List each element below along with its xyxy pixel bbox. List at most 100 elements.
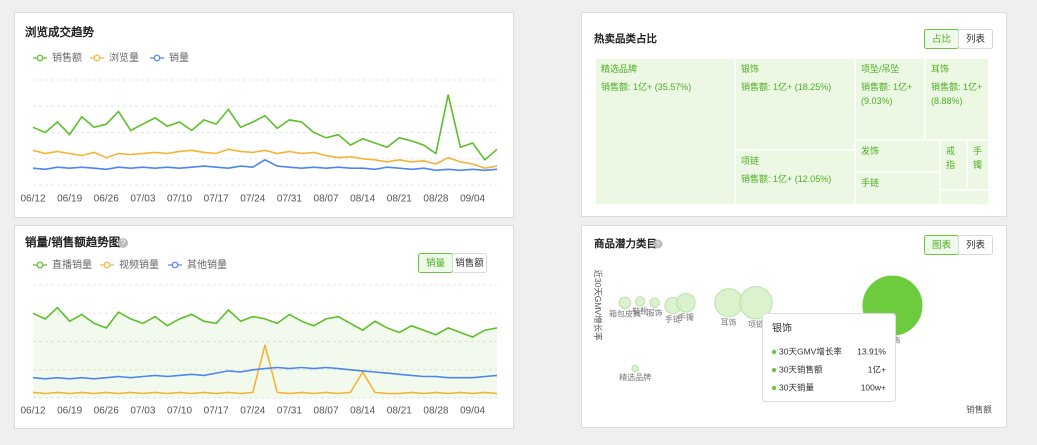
legend-label: 直播销量 — [52, 258, 92, 271]
x-tick-label: 08/14 — [350, 194, 375, 205]
treemap-cell — [939, 139, 968, 191]
x-tick-label: 07/24 — [240, 194, 265, 205]
tooltip-value: 100w+ — [861, 382, 886, 392]
tooltip-dot — [771, 367, 777, 373]
cell-label-box: 项链销售额: 1亿+ (12.05%) — [735, 150, 855, 190]
cell-name: 发饰 — [861, 146, 880, 156]
cell-name: 项链 — [741, 156, 760, 166]
help-icon-glyph: ? — [121, 239, 126, 248]
toggle-button[interactable] — [958, 29, 993, 49]
cell-text: 手链 — [855, 172, 940, 190]
toggle-button[interactable] — [452, 253, 487, 273]
bubble-label: 精选品牌 — [619, 372, 651, 382]
cell-label-box: 发饰 — [855, 140, 940, 158]
bubble — [675, 292, 696, 313]
tooltip-dot — [771, 349, 777, 355]
cell-label-box: 银饰 销售额: 1亿+ (18.25%) — [735, 58, 855, 98]
legend-label: 销售额 — [52, 51, 82, 64]
tooltip-label: 30天销量 — [779, 382, 814, 392]
card — [14, 12, 514, 218]
treemap-cell — [854, 139, 941, 173]
legend-label: 浏览量 — [109, 51, 139, 64]
bubble-label: 手镯 — [678, 312, 694, 322]
cell-value: 销售额: 1亿+ (12.05%) — [741, 174, 832, 184]
x-tick-label: 08/07 — [314, 406, 339, 417]
tooltip-value: 1亿+ — [868, 364, 886, 374]
legend-label: 视频销量 — [119, 258, 159, 271]
x-tick-label: 07/24 — [240, 406, 265, 417]
x-tick-label: 08/21 — [387, 194, 412, 205]
x-tick-label: 07/03 — [130, 194, 155, 205]
toggle-label[interactable]: 图表 — [932, 239, 952, 251]
x-tick-label: 09/04 — [460, 194, 485, 205]
panel-title: 热卖品类占比 — [594, 32, 657, 45]
x-tick-label: 06/26 — [94, 406, 119, 417]
cell-text: 发饰 — [855, 140, 940, 158]
help-icon[interactable] — [118, 238, 128, 248]
cell-text: 戒指 — [940, 140, 967, 172]
treemap-cell — [734, 149, 856, 206]
x-tick-label: 07/10 — [167, 194, 192, 205]
panel-title: 销量/销售额趋势图 — [25, 235, 120, 249]
bubble — [649, 297, 660, 308]
legend-swatch — [36, 261, 44, 269]
legend-swatch — [103, 261, 111, 269]
x-tick-label: 07/10 — [167, 406, 192, 417]
cell-label-box: 耳饰 销售额: 1亿+ (8.88%) — [925, 58, 989, 112]
cell-value: 销售额: 1亿+ (18.25%) — [741, 82, 832, 92]
cell-label-box: 项坠/吊坠 销售额: 1亿+ (9.03%) — [855, 58, 925, 112]
toggle-button[interactable] — [958, 235, 993, 255]
toggle-label[interactable]: 占比 — [932, 33, 951, 45]
cell-name: 手镯 — [973, 146, 983, 170]
legend-swatch — [36, 54, 44, 62]
cell-name: 戒指 — [946, 146, 956, 170]
cell-name: 精选品牌 — [601, 64, 638, 74]
x-tick-label: 07/31 — [277, 194, 302, 205]
bubble — [635, 296, 646, 307]
x-tick-label: 06/12 — [20, 406, 45, 417]
help-icon[interactable] — [653, 239, 663, 249]
cell-label-box: 戒指 — [940, 140, 967, 172]
legend-swatch — [171, 261, 179, 269]
help-icon-glyph: ? — [656, 241, 660, 248]
treemap-cell — [734, 57, 856, 151]
panel-title: 浏览成交趋势 — [25, 25, 94, 39]
toggle-label[interactable]: 列表 — [966, 33, 986, 45]
cell-label-box: 手链 — [855, 172, 940, 190]
x-tick-label: 08/14 — [350, 406, 375, 417]
treemap-cell — [854, 171, 941, 206]
cell-label-box: 手镯 — [967, 140, 989, 172]
x-tick-label: 06/19 — [57, 194, 82, 205]
panel-title: 商品潜力类目 — [594, 237, 657, 250]
line — [32, 148, 498, 170]
legend-label: 其他销量 — [187, 258, 227, 271]
bubble-label: 箱包皮具 — [609, 309, 641, 319]
x-tick-label: 06/26 — [94, 194, 119, 205]
cell-name: 耳饰 — [931, 64, 950, 74]
bubble — [631, 364, 639, 373]
tooltip — [762, 313, 896, 402]
bubble-label: 服饰 — [647, 308, 663, 318]
x-tick-label: 06/12 — [20, 194, 45, 205]
bubble — [618, 296, 632, 310]
bubble-label: 耳饰 — [721, 317, 737, 327]
x-tick-label: 08/28 — [423, 406, 448, 417]
toggle-label[interactable]: 列表 — [966, 239, 986, 251]
x-tick-label: 07/17 — [204, 406, 229, 417]
x-tick-label: 09/04 — [460, 406, 485, 417]
x-tick-label: 07/03 — [130, 406, 155, 417]
toggle-label[interactable]: 销量 — [426, 257, 446, 269]
legend-label: 销量 — [169, 51, 189, 64]
line — [32, 344, 498, 395]
legend-swatch — [93, 54, 101, 62]
x-tick-label: 07/17 — [204, 194, 229, 205]
cell-label-box: 精选品牌 销售额: 1亿+ (35.57%) — [595, 58, 735, 98]
line — [32, 366, 498, 380]
toggle-label[interactable]: 销售额 — [455, 257, 484, 269]
x-tick-label: 08/07 — [314, 194, 339, 205]
